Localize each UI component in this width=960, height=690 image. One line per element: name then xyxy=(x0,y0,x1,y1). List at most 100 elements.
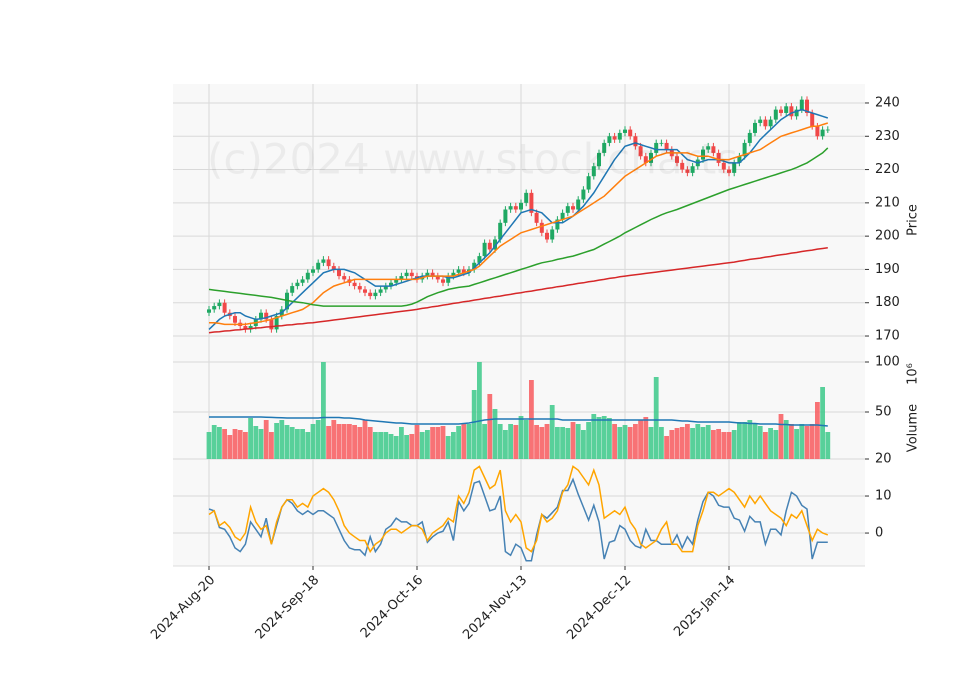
volume-bar xyxy=(742,422,747,459)
candle-body xyxy=(560,212,565,220)
panel-background xyxy=(173,459,865,566)
candle-body xyxy=(461,269,466,273)
candle-body xyxy=(680,162,685,170)
volume-bar xyxy=(596,417,602,459)
volume-bar xyxy=(804,426,810,459)
volume-bar xyxy=(487,394,493,459)
candle-body xyxy=(810,112,815,127)
volume-bar xyxy=(310,424,316,459)
candle-body xyxy=(685,169,690,173)
candle-body xyxy=(721,162,726,170)
volume-bar xyxy=(825,432,831,459)
y-tick-label: 220 xyxy=(875,162,900,177)
indicator-line xyxy=(208,108,829,330)
candle-body xyxy=(612,136,617,140)
volume-bar xyxy=(305,432,311,459)
volume-bar xyxy=(721,432,727,459)
candle-body xyxy=(383,286,388,290)
y-tick-label: 0 xyxy=(875,526,883,541)
candle-body xyxy=(675,156,679,163)
volume-bar xyxy=(440,426,446,459)
volume-bar xyxy=(685,424,690,459)
volume-bar xyxy=(279,420,285,459)
marks-layer xyxy=(206,96,831,562)
volume-bar xyxy=(612,424,617,459)
volume-bar xyxy=(575,424,581,459)
volume-bar xyxy=(357,427,363,459)
candle-body xyxy=(321,259,326,263)
volume-bar xyxy=(773,430,779,459)
volume-bar xyxy=(477,362,482,459)
y-tick-label: 180 xyxy=(875,295,900,310)
volume-bar xyxy=(622,425,628,459)
volume-bar xyxy=(211,425,217,459)
candle-body xyxy=(628,129,633,137)
volume-bar xyxy=(607,418,612,459)
candle-body xyxy=(243,326,248,330)
volume-bar xyxy=(461,424,467,459)
volume-bar xyxy=(497,424,503,459)
candle-body xyxy=(539,222,544,233)
candle-body xyxy=(342,276,347,280)
indicator-line xyxy=(208,247,828,334)
candle-body xyxy=(409,272,414,277)
candle-body xyxy=(773,109,778,120)
volume-bar xyxy=(227,435,233,459)
volume-bar xyxy=(269,432,274,459)
volume-bar xyxy=(373,432,378,459)
volume-bar xyxy=(565,428,571,459)
volume-bar xyxy=(617,427,623,459)
candle-body xyxy=(789,106,794,117)
y-tick-label: 170 xyxy=(875,329,900,344)
candle-body xyxy=(794,109,799,117)
volume-bar xyxy=(295,429,300,459)
volume-bar xyxy=(820,387,825,459)
candle-body xyxy=(654,142,659,153)
candle-body xyxy=(586,176,591,190)
volume-bar xyxy=(737,422,742,459)
volume-bar xyxy=(399,427,404,459)
candle-body xyxy=(487,242,492,250)
candle-body xyxy=(576,199,581,210)
candle-body xyxy=(441,279,445,283)
volume-bar xyxy=(482,424,487,459)
candle-body xyxy=(498,222,503,240)
volume-bar xyxy=(716,429,721,459)
y-tick-label: 50 xyxy=(875,405,892,420)
candle-body xyxy=(472,262,477,270)
y-offset-label: 10⁶ xyxy=(906,363,921,385)
candle-body xyxy=(513,206,518,210)
volume-bar xyxy=(263,420,269,459)
candle-body xyxy=(799,99,804,110)
candle-body xyxy=(784,106,789,113)
volume-bar xyxy=(638,420,643,459)
volume-bar xyxy=(518,416,524,459)
volume-bar xyxy=(539,427,545,459)
candle-body xyxy=(404,272,409,277)
candle-body xyxy=(425,272,430,277)
volume-bar xyxy=(555,427,560,459)
volume-bar xyxy=(419,432,425,459)
volume-bar xyxy=(544,424,550,459)
candle-body xyxy=(300,279,305,283)
volume-bar xyxy=(560,427,565,459)
volume-bar xyxy=(778,414,784,459)
volume-bar xyxy=(633,424,638,459)
candle-body xyxy=(264,312,269,320)
volume-bar xyxy=(726,432,732,459)
candle-body xyxy=(633,136,638,147)
volume-bar xyxy=(768,428,773,459)
volume-bar xyxy=(347,424,352,459)
volume-bar xyxy=(409,434,415,459)
candle-body xyxy=(446,276,451,283)
volume-bar xyxy=(690,428,695,459)
volume-bar xyxy=(435,427,441,459)
volume-bar xyxy=(300,429,305,459)
volume-bar xyxy=(378,432,383,459)
candle-body xyxy=(711,146,716,153)
y-axis-label: Volume xyxy=(906,404,921,452)
candle-body xyxy=(493,239,497,250)
candle-body xyxy=(389,282,393,287)
volume-bar xyxy=(336,424,342,459)
candle-body xyxy=(706,146,711,150)
